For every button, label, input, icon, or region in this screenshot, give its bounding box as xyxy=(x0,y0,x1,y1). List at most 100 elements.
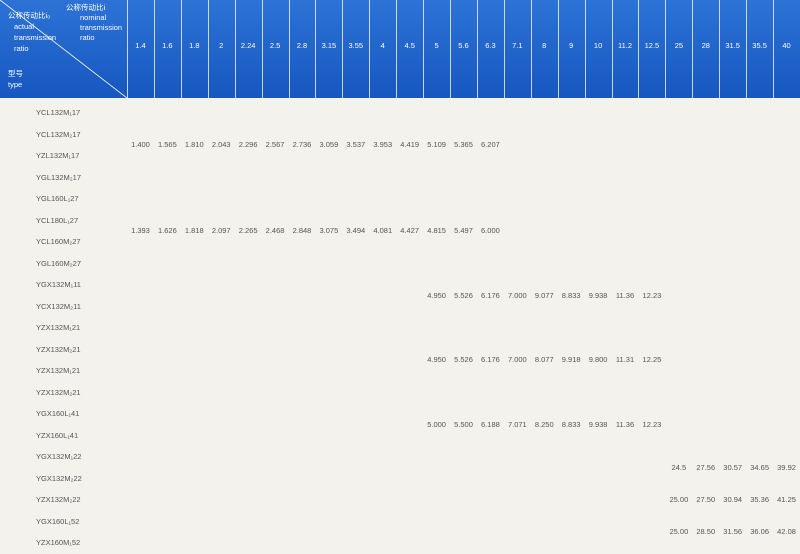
column-divider xyxy=(530,0,532,98)
type-label: type xyxy=(8,80,23,89)
ratio-value: 1.818 xyxy=(184,226,204,236)
ratio-value: 7.071 xyxy=(507,419,527,429)
type-name: YGX160L₁52 xyxy=(36,516,80,526)
column-header: 1.8 xyxy=(189,41,200,50)
column-divider xyxy=(476,0,478,98)
column-divider xyxy=(503,0,505,98)
type-name: YGX132M₁11 xyxy=(36,280,81,289)
ratio-value: 3.075 xyxy=(319,226,339,236)
ratio-value: 5.497 xyxy=(454,226,473,236)
ratio-value: 11.36 xyxy=(615,419,635,429)
column-header: 35.5 xyxy=(752,41,767,50)
column-divider xyxy=(692,0,694,98)
nominal-ratio-label: 公称传动比i xyxy=(66,3,106,12)
type-name: YGX132M₁22 xyxy=(36,452,82,461)
ratio-value: 8.077 xyxy=(534,355,554,365)
ratio-value: 3.953 xyxy=(373,140,393,150)
column-divider xyxy=(423,0,425,98)
column-header: 8 xyxy=(542,41,547,50)
ratio-value: 35.36 xyxy=(750,495,769,504)
ratio-value: 24.5 xyxy=(671,462,687,472)
ratio-value: 6.176 xyxy=(481,355,500,365)
ratio-value: 28.50 xyxy=(696,527,716,537)
type-name: YGL132M₂17 xyxy=(36,172,82,182)
ratio-value: 31.56 xyxy=(723,527,743,537)
column-header: 2.5 xyxy=(269,41,281,50)
type-name: YZX160L₁41 xyxy=(36,430,79,440)
column-divider xyxy=(127,0,128,98)
ratio-value: 4.950 xyxy=(427,290,446,300)
ratio-value: 9.938 xyxy=(588,290,608,300)
ratio-value: 8.833 xyxy=(561,290,581,300)
ratio-value: 2.736 xyxy=(292,140,312,150)
column-header: 28 xyxy=(701,41,710,50)
ratio-value: 5.000 xyxy=(427,419,446,429)
ratio-value: 4.815 xyxy=(427,226,446,236)
ratio-value: 8.833 xyxy=(561,419,581,429)
actual-ratio-label: transmission xyxy=(14,33,57,42)
ratio-value: 12.23 xyxy=(642,290,662,300)
ratio-value: 34.65 xyxy=(750,462,769,472)
ratio-value: 4.081 xyxy=(373,226,393,236)
column-header: 12.5 xyxy=(644,41,660,50)
column-divider xyxy=(638,0,640,98)
column-divider xyxy=(153,0,155,98)
actual-ratio-label: actual xyxy=(14,22,35,31)
actual-ratio-label: ratio xyxy=(14,44,29,53)
ratio-value: 6.000 xyxy=(481,226,500,236)
nominal-ratio-label: ratio xyxy=(80,33,95,42)
ratio-value: 3.537 xyxy=(346,140,366,150)
column-divider xyxy=(450,0,452,98)
column-header: 3.55 xyxy=(348,41,364,50)
ratio-value: 11.31 xyxy=(615,355,635,365)
column-header: 6.3 xyxy=(485,41,496,50)
ratio-value: 2.468 xyxy=(265,226,285,236)
type-name: YCL132M₂17 xyxy=(36,129,81,139)
column-divider xyxy=(557,0,559,98)
ratio-value: 25.00 xyxy=(669,495,689,504)
type-label: 型号 xyxy=(8,69,23,78)
ratio-value: 7.000 xyxy=(507,290,527,300)
ratio-value: 7.000 xyxy=(507,355,527,365)
column-divider xyxy=(746,0,748,98)
column-header: 5.6 xyxy=(458,41,469,50)
type-name: YZX132M₁21 xyxy=(36,323,81,332)
column-divider xyxy=(665,0,667,98)
type-name: YZX132M₁21 xyxy=(36,366,81,375)
column-header: 40 xyxy=(782,41,791,50)
ratio-value: 36.06 xyxy=(750,527,769,537)
ratio-value: 5.526 xyxy=(454,355,473,365)
column-header: 2.8 xyxy=(296,41,308,50)
column-divider xyxy=(773,0,775,98)
column-divider xyxy=(261,0,263,98)
column-header: 4 xyxy=(380,41,385,50)
column-header: 3.15 xyxy=(321,41,337,50)
ratio-value: 9.077 xyxy=(534,290,554,300)
ratio-value: 2.043 xyxy=(211,140,231,150)
column-header: 1.4 xyxy=(135,41,146,50)
type-name: YZX132M₂21 xyxy=(36,344,81,354)
ratio-value: 1.393 xyxy=(131,226,150,236)
actual-ratio-label: 公称传动比i₀ xyxy=(8,11,51,20)
ratio-value: 41.25 xyxy=(777,495,796,504)
corner-diagonal xyxy=(0,0,127,98)
ratio-value: 1.565 xyxy=(157,140,177,150)
ratio-value: 2.097 xyxy=(211,226,231,236)
column-header: 2 xyxy=(219,41,224,50)
column-header: 9 xyxy=(569,41,574,50)
ratio-value: 9.918 xyxy=(561,355,581,365)
column-header: 7.1 xyxy=(512,41,523,50)
type-name: YCL160M₂27 xyxy=(36,237,81,246)
column-divider xyxy=(611,0,613,98)
type-name: YGX132M₂22 xyxy=(36,473,82,483)
ratio-value: 9.800 xyxy=(588,355,608,365)
ratio-value: 2.265 xyxy=(238,226,258,236)
column-header: 31.5 xyxy=(725,41,740,50)
ratio-value: 1.810 xyxy=(184,140,204,150)
ratio-value: 25.00 xyxy=(669,527,689,537)
ratio-value: 39.92 xyxy=(777,462,796,472)
column-header: 2.24 xyxy=(240,41,256,50)
header-band: 公称传动比i nominal transmission ratio 公称传动比i₀ act… xyxy=(0,0,800,98)
ratio-value: 42.08 xyxy=(777,527,796,537)
column-divider xyxy=(584,0,586,98)
